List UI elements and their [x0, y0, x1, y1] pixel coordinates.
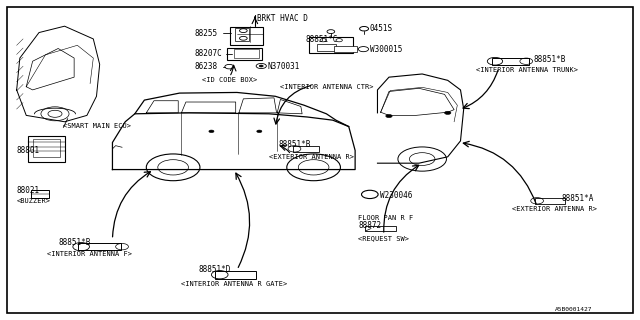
Bar	[78, 243, 122, 250]
Circle shape	[209, 130, 214, 132]
Text: <REQUEST SW>: <REQUEST SW>	[358, 235, 410, 241]
Circle shape	[259, 65, 263, 67]
Bar	[365, 226, 396, 231]
Text: <ID CODE BOX>: <ID CODE BOX>	[202, 76, 257, 83]
Circle shape	[386, 115, 392, 118]
Text: A5B0001427: A5B0001427	[555, 307, 593, 312]
Text: N370031: N370031	[268, 62, 300, 71]
Text: <INTERIOR ANTENNA TRUNK>: <INTERIOR ANTENNA TRUNK>	[476, 67, 579, 73]
Text: 88851*A: 88851*A	[561, 194, 594, 204]
Text: 86238: 86238	[195, 62, 218, 71]
Text: 88801: 88801	[17, 146, 40, 155]
Text: 0451S: 0451S	[370, 24, 393, 33]
Bar	[317, 44, 336, 51]
Text: 88207C: 88207C	[195, 49, 223, 59]
Text: <INTERIOR ANTENNA F>: <INTERIOR ANTENNA F>	[47, 251, 132, 257]
Text: FLOOR PAN R F: FLOOR PAN R F	[358, 215, 413, 221]
Bar	[230, 27, 263, 44]
Text: 88255: 88255	[195, 29, 218, 38]
Bar	[227, 48, 262, 60]
Text: <EXTERIOR ANTENNA R>: <EXTERIOR ANTENNA R>	[511, 206, 596, 212]
Text: <INTERIOR ANTENNA R GATE>: <INTERIOR ANTENNA R GATE>	[180, 281, 287, 287]
Bar	[31, 190, 49, 198]
Text: 88021: 88021	[17, 186, 40, 195]
Text: BRKT HVAC D: BRKT HVAC D	[257, 14, 308, 23]
Circle shape	[445, 111, 451, 115]
Bar	[215, 271, 257, 279]
Text: W300015: W300015	[370, 44, 402, 54]
Text: 88851*D: 88851*D	[198, 265, 231, 275]
Text: 88851*B: 88851*B	[534, 54, 566, 63]
Text: <SMART MAIN ECU>: <SMART MAIN ECU>	[63, 123, 131, 129]
Bar	[33, 139, 60, 157]
Bar	[534, 198, 565, 204]
Bar	[334, 46, 356, 52]
Text: 88851*C: 88851*C	[306, 35, 339, 44]
Text: 88872: 88872	[358, 220, 381, 229]
Text: 88851*B: 88851*B	[278, 140, 311, 149]
Circle shape	[257, 130, 262, 132]
Bar	[234, 50, 259, 58]
Bar	[28, 136, 65, 162]
Text: W230046: W230046	[380, 191, 412, 200]
Text: <EXTERIOR ANTENNA R>: <EXTERIOR ANTENNA R>	[269, 154, 354, 160]
Text: <BUZZER>: <BUZZER>	[17, 198, 51, 204]
Bar	[308, 37, 353, 52]
Bar	[235, 28, 249, 41]
Bar	[492, 58, 529, 65]
Text: <INTERIOR ANTENNA CTR>: <INTERIOR ANTENNA CTR>	[280, 84, 374, 90]
Text: 88851*B: 88851*B	[58, 238, 90, 247]
Bar	[292, 146, 319, 152]
